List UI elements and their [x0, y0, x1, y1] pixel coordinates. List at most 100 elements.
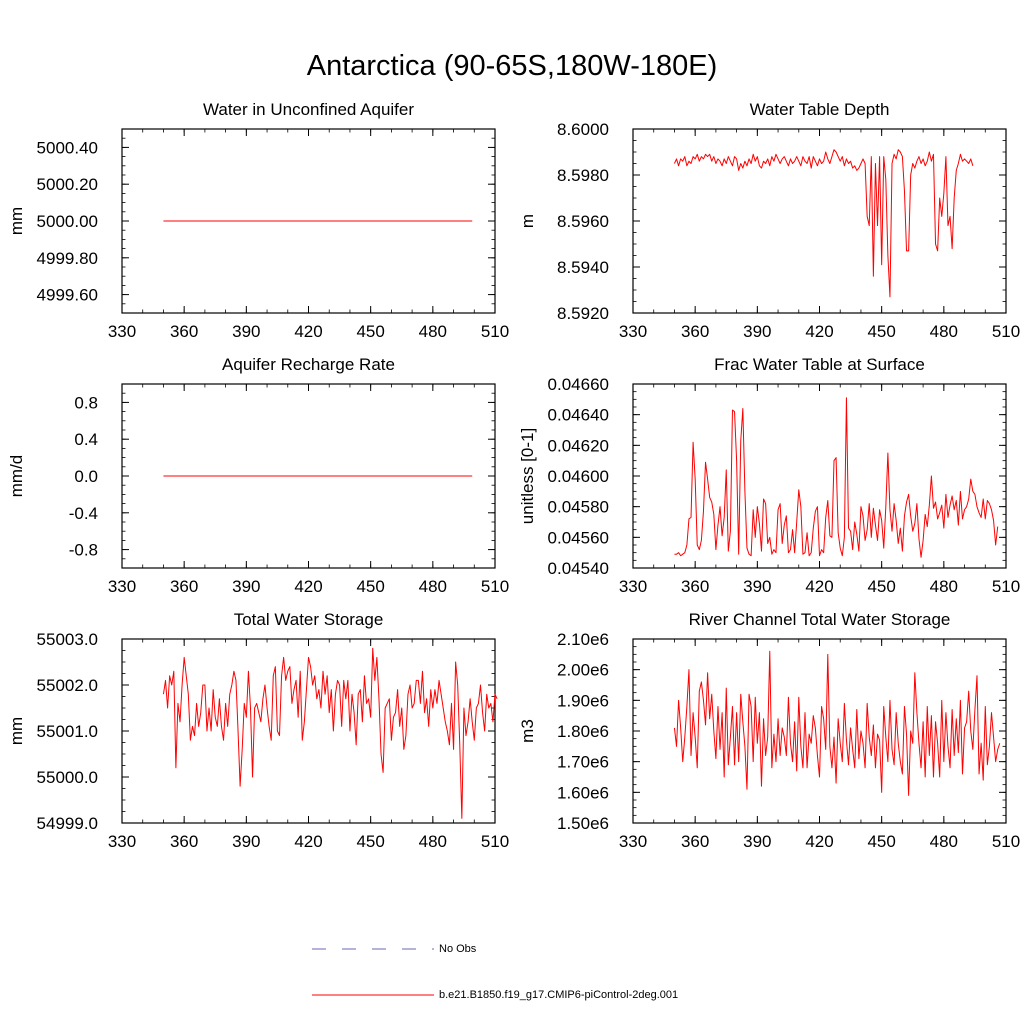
x-tick-label: 360: [170, 832, 198, 851]
x-tick-label: 450: [867, 322, 895, 341]
y-tick-label: 0.04560: [548, 528, 609, 547]
x-tick-label: 420: [294, 832, 322, 851]
x-tick-label: 330: [619, 577, 647, 596]
y-axis-label-water-table-depth: m: [518, 214, 537, 228]
plot-frame-frac-water-table-at-surface: [632, 383, 1007, 569]
y-axis-label-total-water-storage: mm: [7, 717, 26, 745]
y-tick-label: 8.5960: [557, 212, 609, 231]
y-tick-label: 5000.40: [37, 138, 98, 157]
y-tick-label: 8.5920: [557, 304, 609, 323]
panel-title-total-water-storage: Total Water Storage: [234, 610, 384, 629]
y-tick-label: 5000.00: [37, 212, 98, 231]
panel-river-channel-total-water-storage: River Channel Total Water Storage m3 330 36…: [518, 610, 1020, 851]
y-axis-label-aquifer-recharge-rate: mm/d: [7, 455, 26, 498]
x-tick-label: 390: [232, 832, 260, 851]
x-tick-label: 480: [930, 577, 958, 596]
plot-frame-total-water-storage: [121, 638, 496, 824]
series-line-river-channel-total-water-storage: [673, 650, 1001, 796]
x-tick-label: 450: [867, 577, 895, 596]
y-tick-label: 0.4: [74, 430, 98, 449]
y-tick-label: 4999.80: [37, 249, 98, 268]
y-tick-label: 2.10e6: [557, 630, 609, 649]
y-tick-label: 5000.20: [37, 175, 98, 194]
legend-label-model-run: b.e21.B1850.f19_g17.CMIP6-piControl-2deg…: [439, 989, 679, 1001]
x-tick-label: 510: [481, 322, 509, 341]
y-tick-label: -0.8: [69, 541, 98, 560]
x-tick-label: 480: [419, 322, 447, 341]
panel-aquifer-recharge-rate: Aquifer Recharge Rate mm/d 330 360 390 420 450…: [7, 355, 509, 596]
x-tick-label: 510: [992, 577, 1020, 596]
x-tick-label: 510: [992, 322, 1020, 341]
y-tick-label: -0.4: [69, 504, 98, 523]
y-tick-label: 8.6000: [557, 120, 609, 139]
x-tick-label: 450: [356, 577, 384, 596]
x-tick-label: 510: [481, 577, 509, 596]
y-tick-label: 55001.0: [37, 722, 98, 741]
y-tick-label: 1.80e6: [557, 722, 609, 741]
panel-title-aquifer-recharge-rate: Aquifer Recharge Rate: [222, 355, 395, 374]
y-tick-label: 0.04580: [548, 498, 609, 517]
x-tick-label: 450: [356, 322, 384, 341]
y-tick-label: 1.50e6: [557, 814, 609, 833]
x-tick-label: 360: [170, 322, 198, 341]
series-line-water-table-depth: [673, 149, 974, 298]
x-tick-label: 390: [743, 832, 771, 851]
x-tick-label: 390: [232, 322, 260, 341]
x-tick-label: 420: [805, 577, 833, 596]
x-tick-label: 360: [681, 832, 709, 851]
legend-label-no-obs: No Obs: [439, 943, 477, 955]
y-tick-label: 0.04540: [548, 559, 609, 578]
x-tick-label: 390: [743, 577, 771, 596]
x-tick-label: 510: [992, 832, 1020, 851]
x-tick-label: 330: [108, 832, 136, 851]
x-tick-label: 480: [930, 322, 958, 341]
plot-frame-river-channel-total-water-storage: [632, 638, 1007, 824]
x-tick-label: 360: [681, 322, 709, 341]
x-tick-label: 480: [419, 577, 447, 596]
series-line-frac-water-table-at-surface: [674, 397, 999, 558]
y-tick-label: 0.0: [74, 467, 98, 486]
x-tick-label: 390: [743, 322, 771, 341]
y-tick-label: 2.00e6: [557, 661, 609, 680]
y-axis-label-water-in-unconfined-aquifer: mm: [7, 207, 26, 235]
y-tick-label: 1.70e6: [557, 753, 609, 772]
panel-water-table-depth: Water Table Depth m 330 360 390 420 450 480 510 8…: [518, 100, 1020, 341]
x-tick-label: 330: [619, 322, 647, 341]
y-tick-label: 8.5940: [557, 258, 609, 277]
y-tick-label: 55002.0: [37, 676, 98, 695]
x-tick-label: 420: [805, 322, 833, 341]
y-tick-label: 55000.0: [37, 768, 98, 787]
y-tick-label: 0.04600: [548, 467, 609, 486]
y-tick-label: 0.04620: [548, 436, 609, 455]
x-tick-label: 480: [930, 832, 958, 851]
panel-title-water-in-unconfined-aquifer: Water in Unconfined Aquifer: [203, 100, 414, 119]
x-tick-label: 450: [867, 832, 895, 851]
y-tick-label: 54999.0: [37, 814, 98, 833]
x-tick-label: 480: [419, 832, 447, 851]
y-tick-label: 1.90e6: [557, 691, 609, 710]
panel-water-in-unconfined-aquifer: Water in Unconfined Aquifer mm 330 360 390 42…: [7, 100, 509, 341]
panel-title-river-channel-total-water-storage: River Channel Total Water Storage: [689, 610, 951, 629]
y-tick-label: 0.04660: [548, 375, 609, 394]
y-tick-label: 4999.60: [37, 286, 98, 305]
y-axis-label-river-channel-total-water-storage: m3: [518, 719, 537, 743]
x-tick-label: 360: [681, 577, 709, 596]
panel-title-frac-water-table-at-surface: Frac Water Table at Surface: [714, 355, 925, 374]
y-tick-label: 0.8: [74, 393, 98, 412]
x-tick-label: 450: [356, 832, 384, 851]
x-tick-label: 330: [619, 832, 647, 851]
y-tick-label: 8.5980: [557, 166, 609, 185]
x-tick-label: 420: [294, 577, 322, 596]
figure-title: Antarctica (90-65S,180W-180E): [306, 50, 718, 82]
x-tick-label: 330: [108, 577, 136, 596]
x-tick-label: 510: [481, 832, 509, 851]
y-tick-label: 1.60e6: [557, 783, 609, 802]
x-tick-label: 390: [232, 577, 260, 596]
panel-frac-water-table-at-surface: Frac Water Table at Surface unitless [0-1…: [518, 355, 1020, 596]
x-tick-label: 420: [294, 322, 322, 341]
y-axis-label-frac-water-table-at-surface: unitless [0-1]: [518, 428, 537, 524]
series-line-total-water-storage: [162, 647, 498, 819]
panel-total-water-storage: Total Water Storage mm 330 360 390 420 450 480 5…: [7, 610, 509, 851]
panel-title-water-table-depth: Water Table Depth: [750, 100, 890, 119]
